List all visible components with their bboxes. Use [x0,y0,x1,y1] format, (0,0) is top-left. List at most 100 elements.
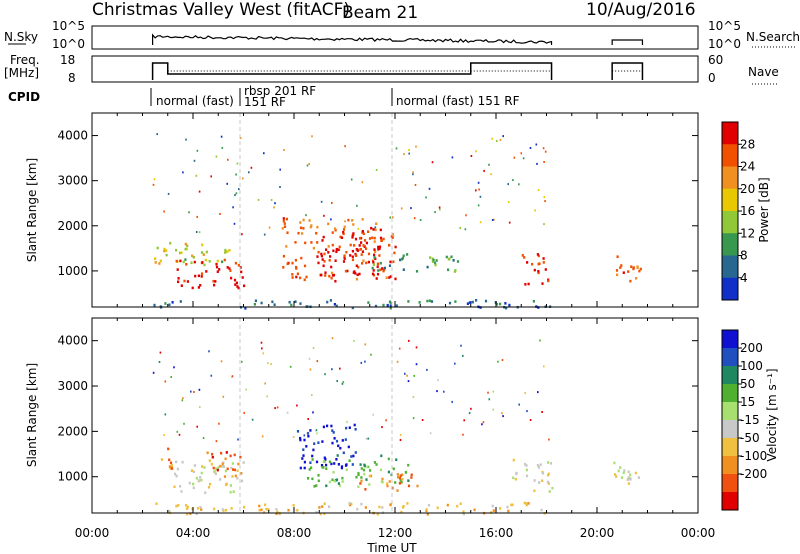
scatter-cell [300,256,303,260]
scatter-cell [226,467,229,471]
scatter-cell [406,502,409,505]
scatter-cell [546,480,549,484]
scatter-cell [332,249,335,253]
scatter-cell [507,183,509,186]
scatter-cell [613,461,616,465]
scatter-cell [378,254,381,257]
scatter-cell [311,394,313,396]
scatter-cell [168,465,171,468]
scatter-cell [311,454,314,458]
scatter-cell [233,468,236,472]
scatter-cell [448,301,452,305]
scatter-cell [386,484,389,488]
scatter-cell [156,246,159,250]
colorbar-swatch [722,420,738,439]
scatter-cell [491,504,494,508]
scatter-cell [376,512,379,516]
scatter-cell [499,302,502,306]
scatter-cell [193,159,196,162]
scatter-cell [318,506,321,509]
scatter-cell [451,156,454,159]
scatter-cell [317,250,320,254]
scatter-cell [221,462,224,466]
scatter-cell [380,454,383,458]
scatter-cell [363,239,367,242]
scatter-cell [221,146,224,149]
scatter-cell [400,481,403,484]
scatter-cell [163,434,165,436]
scatter-cell [369,474,373,478]
scatter-cell [168,303,171,307]
scatter-cell [274,407,276,410]
cpid-segment-normal-fast: normal (fast) [156,94,234,108]
scatter-cell [492,390,495,393]
scatter-cell [179,485,182,488]
scatter-cell [309,368,312,371]
scatter-cell [543,196,546,199]
scatter-cell [195,231,198,233]
scatter-cell [271,300,274,304]
scatter-cell [389,304,392,308]
scatter-cell [290,303,293,307]
scatter-cell [627,470,630,474]
scatter-cell [315,429,318,432]
scatter-cell [353,423,356,427]
scatter-cell [307,434,310,438]
scatter-cell [544,150,547,153]
scatter-cell [360,476,363,479]
scatter-cell [294,258,297,262]
colorbar-swatch [722,384,738,403]
scatter-cell [296,508,299,512]
colorbar-swatch [722,492,738,511]
scatter-cell [212,279,215,283]
scatter-cell [237,438,239,441]
scatter-cell [264,382,266,385]
scatter-cell [242,461,245,464]
scatter-cell [523,256,526,259]
scatter-cell [388,480,391,483]
scatter-cell [429,432,432,435]
scatter-cell [634,471,638,475]
scatter-cell [276,510,279,514]
scatter-cell [410,473,413,477]
scatter-cell [454,300,457,303]
cpid-segment-rbsp: rbsp 201 RF [244,84,316,98]
scatter-cell [315,484,318,487]
scatter-cell [164,380,167,383]
power-colorbar: 28 24 20 16 12 8 4 [721,121,755,301]
scatter-cell [398,476,402,480]
scatter-cell [219,213,221,215]
scatter-cell [322,235,325,239]
scatter-cell [285,245,288,248]
scatter-cell [175,474,178,478]
x-tick-label: 12:00 [378,526,413,540]
scatter-cell [286,262,289,266]
scatter-cell [364,343,367,346]
scatter-cell [376,272,380,276]
scatter-cell [443,390,445,393]
scatter-cell [416,484,419,488]
scatter-cell [322,425,325,429]
scatter-cell [267,508,270,511]
scatter-cell [270,199,273,201]
scatter-cell [224,469,227,473]
scatter-cell [178,433,181,436]
scatter-cell [315,460,319,464]
scatter-cell [282,254,285,258]
scatter-cell [257,198,260,201]
scatter-cell [337,463,340,466]
scatter-cell [216,468,219,472]
scatter-cell [222,465,226,468]
colorbar-tick-label: -15 [740,413,760,427]
scatter-cell [614,473,617,476]
freq-trace [151,62,644,80]
scatter-cell [436,390,438,393]
scatter-cell [389,503,392,507]
scatter-cell [270,363,272,366]
scatter-cell [380,480,383,483]
scatter-cell [406,253,409,256]
scatter-cell [475,299,478,302]
scatter-cell [302,448,305,451]
scatter-cell [389,216,392,219]
scatter-cell [282,219,285,223]
